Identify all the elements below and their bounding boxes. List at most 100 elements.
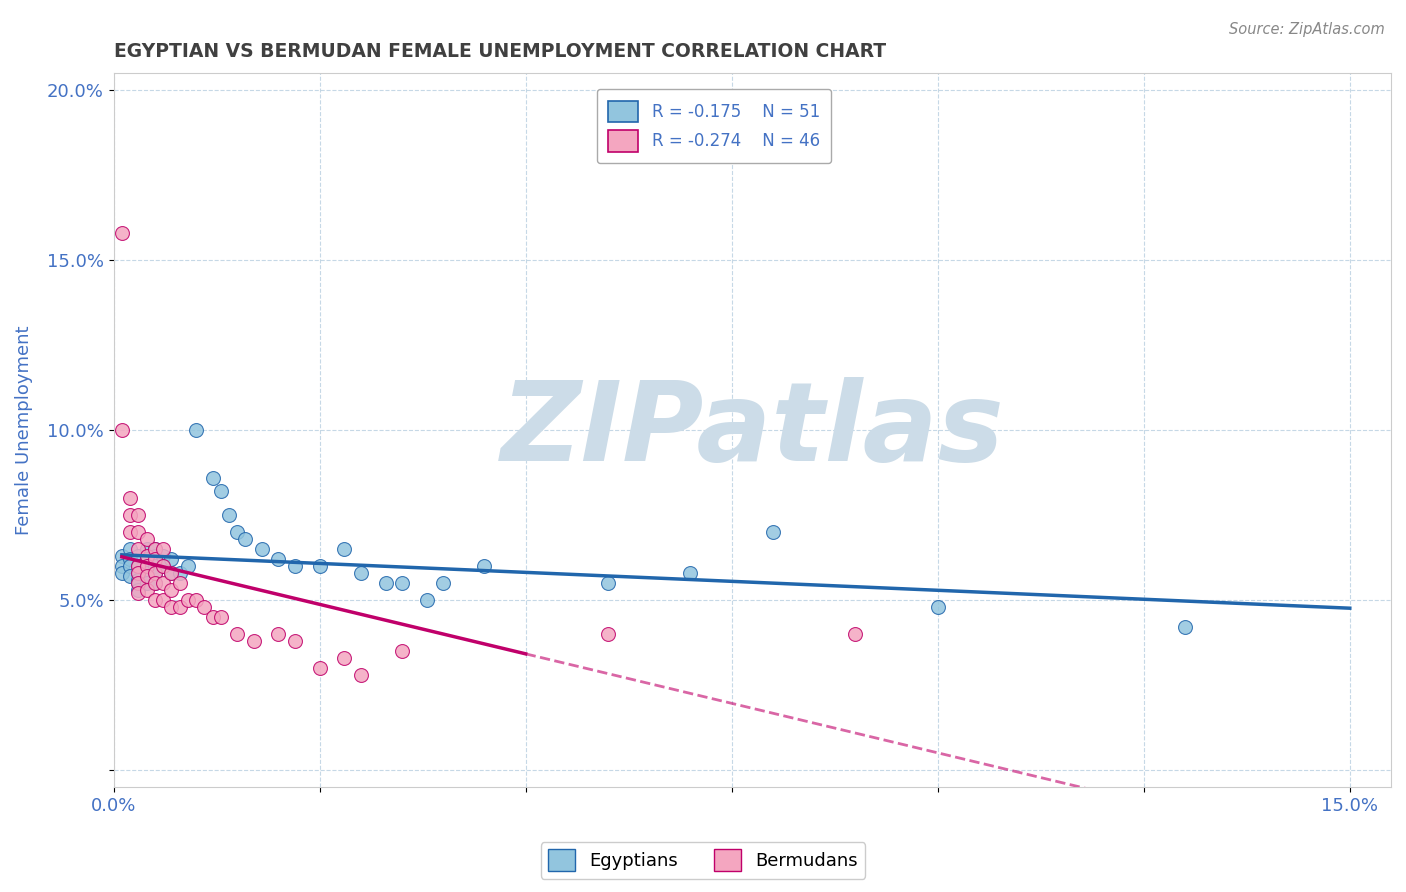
Point: [135, 582, 157, 597]
Point: [596, 627, 619, 641]
Point: [143, 576, 166, 591]
Point: [127, 566, 149, 580]
Point: [120, 508, 142, 522]
Point: [127, 586, 149, 600]
Point: [160, 582, 183, 597]
Point: [333, 650, 356, 665]
Point: [135, 559, 157, 574]
Point: [762, 524, 785, 539]
Point: [284, 559, 307, 574]
Point: [169, 566, 191, 580]
Point: [120, 552, 142, 566]
Point: [143, 593, 166, 607]
Point: [391, 576, 413, 591]
Point: [218, 508, 240, 522]
Point: [193, 599, 215, 614]
Point: [135, 549, 157, 563]
Legend: Egyptians, Bermudans: Egyptians, Bermudans: [540, 842, 866, 879]
Point: [596, 576, 619, 591]
Point: [127, 576, 149, 591]
Point: [679, 566, 702, 580]
Point: [160, 566, 183, 580]
Point: [135, 576, 157, 591]
Point: [135, 569, 157, 583]
Point: [169, 576, 191, 591]
Point: [267, 552, 290, 566]
Point: [143, 542, 166, 557]
Point: [226, 627, 249, 641]
Point: [127, 559, 149, 574]
Point: [201, 610, 224, 624]
Point: [127, 582, 149, 597]
Point: [169, 599, 191, 614]
Point: [152, 593, 174, 607]
Point: [143, 559, 166, 574]
Point: [111, 549, 134, 563]
Point: [416, 593, 439, 607]
Point: [267, 627, 290, 641]
Text: Source: ZipAtlas.com: Source: ZipAtlas.com: [1229, 22, 1385, 37]
Point: [127, 566, 149, 580]
Point: [308, 559, 330, 574]
Point: [120, 524, 142, 539]
Point: [111, 226, 134, 240]
Point: [184, 423, 207, 437]
Point: [927, 599, 949, 614]
Point: [127, 549, 149, 563]
Point: [152, 559, 174, 574]
Point: [152, 559, 174, 574]
Point: [152, 576, 174, 591]
Point: [160, 599, 183, 614]
Point: [111, 559, 134, 574]
Point: [350, 566, 373, 580]
Point: [127, 559, 149, 574]
Point: [127, 508, 149, 522]
Point: [201, 471, 224, 485]
Point: [152, 542, 174, 557]
Point: [391, 644, 413, 658]
Point: [242, 633, 264, 648]
Point: [1174, 620, 1197, 634]
Point: [111, 566, 134, 580]
Point: [127, 573, 149, 587]
Point: [111, 423, 134, 437]
Point: [474, 559, 496, 574]
Point: [177, 559, 200, 574]
Point: [143, 566, 166, 580]
Point: [135, 566, 157, 580]
Point: [143, 576, 166, 591]
Text: EGYPTIAN VS BERMUDAN FEMALE UNEMPLOYMENT CORRELATION CHART: EGYPTIAN VS BERMUDAN FEMALE UNEMPLOYMENT…: [114, 42, 886, 61]
Point: [250, 542, 273, 557]
Point: [184, 593, 207, 607]
Point: [143, 566, 166, 580]
Point: [160, 552, 183, 566]
Text: ZIPatlas: ZIPatlas: [501, 376, 1004, 483]
Point: [143, 542, 166, 557]
Point: [135, 532, 157, 546]
Point: [177, 593, 200, 607]
Point: [209, 610, 232, 624]
Point: [120, 542, 142, 557]
Point: [333, 542, 356, 557]
Point: [120, 569, 142, 583]
Point: [127, 576, 149, 591]
Y-axis label: Female Unemployment: Female Unemployment: [15, 326, 32, 535]
Point: [432, 576, 454, 591]
Point: [135, 559, 157, 574]
Point: [374, 576, 396, 591]
Point: [152, 549, 174, 563]
Point: [209, 484, 232, 499]
Point: [143, 552, 166, 566]
Point: [308, 661, 330, 675]
Point: [350, 667, 373, 681]
Point: [127, 542, 149, 557]
Point: [143, 549, 166, 563]
Point: [120, 559, 142, 574]
Point: [120, 491, 142, 505]
Point: [160, 566, 183, 580]
Point: [127, 524, 149, 539]
Point: [135, 552, 157, 566]
Legend: R = -0.175    N = 51, R = -0.274    N = 46: R = -0.175 N = 51, R = -0.274 N = 46: [596, 89, 831, 163]
Point: [284, 633, 307, 648]
Point: [226, 524, 249, 539]
